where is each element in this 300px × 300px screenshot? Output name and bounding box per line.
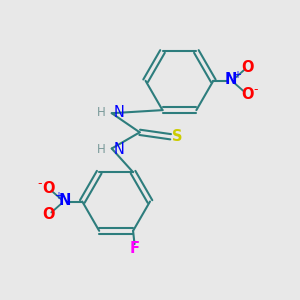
Text: N: N bbox=[225, 72, 237, 87]
Text: O: O bbox=[241, 60, 253, 75]
Text: F: F bbox=[130, 241, 140, 256]
Text: O: O bbox=[42, 181, 55, 196]
Text: H: H bbox=[97, 106, 105, 118]
Text: H: H bbox=[97, 143, 105, 156]
Text: O: O bbox=[42, 207, 55, 222]
Text: -: - bbox=[254, 83, 258, 96]
Text: +: + bbox=[233, 70, 242, 80]
Text: +: + bbox=[54, 190, 62, 201]
Text: -: - bbox=[37, 177, 42, 190]
Text: N: N bbox=[114, 104, 125, 119]
Text: O: O bbox=[241, 87, 253, 102]
Text: N: N bbox=[114, 142, 125, 157]
Text: S: S bbox=[172, 129, 182, 144]
Text: N: N bbox=[58, 193, 71, 208]
